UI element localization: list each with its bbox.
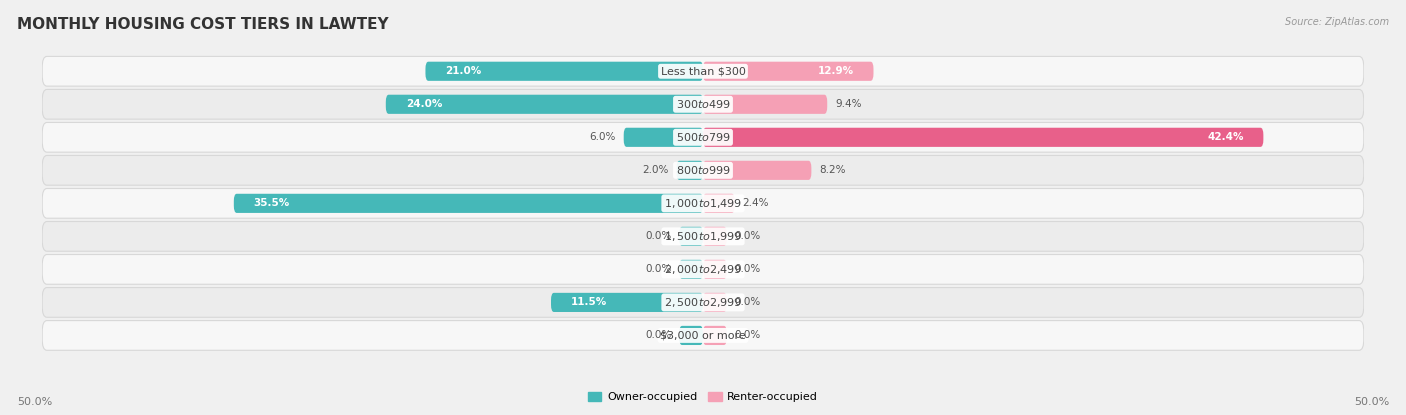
FancyBboxPatch shape — [703, 326, 727, 345]
Text: $500 to $799: $500 to $799 — [675, 131, 731, 143]
FancyBboxPatch shape — [679, 260, 703, 279]
Text: 24.0%: 24.0% — [405, 99, 441, 109]
Legend: Owner-occupied, Renter-occupied: Owner-occupied, Renter-occupied — [583, 387, 823, 407]
FancyBboxPatch shape — [679, 326, 703, 345]
FancyBboxPatch shape — [233, 194, 703, 213]
FancyBboxPatch shape — [42, 156, 1364, 185]
FancyBboxPatch shape — [676, 161, 703, 180]
Text: $1,500 to $1,999: $1,500 to $1,999 — [664, 230, 742, 243]
Text: 12.9%: 12.9% — [817, 66, 853, 76]
Text: $1,000 to $1,499: $1,000 to $1,499 — [664, 197, 742, 210]
Text: $800 to $999: $800 to $999 — [675, 164, 731, 176]
FancyBboxPatch shape — [703, 227, 727, 246]
FancyBboxPatch shape — [624, 128, 703, 147]
Text: 21.0%: 21.0% — [446, 66, 481, 76]
Text: 0.0%: 0.0% — [735, 232, 761, 242]
Text: 0.0%: 0.0% — [645, 330, 671, 340]
FancyBboxPatch shape — [42, 56, 1364, 86]
FancyBboxPatch shape — [703, 95, 827, 114]
Text: 2.0%: 2.0% — [643, 165, 669, 175]
FancyBboxPatch shape — [703, 293, 727, 312]
FancyBboxPatch shape — [703, 194, 735, 213]
Text: 8.2%: 8.2% — [820, 165, 846, 175]
Text: 0.0%: 0.0% — [735, 264, 761, 274]
Text: 6.0%: 6.0% — [589, 132, 616, 142]
Text: 35.5%: 35.5% — [253, 198, 290, 208]
Text: 11.5%: 11.5% — [571, 298, 607, 308]
FancyBboxPatch shape — [703, 128, 1264, 147]
FancyBboxPatch shape — [703, 62, 873, 81]
Text: 9.4%: 9.4% — [835, 99, 862, 109]
FancyBboxPatch shape — [42, 288, 1364, 317]
Text: 0.0%: 0.0% — [735, 298, 761, 308]
Text: $300 to $499: $300 to $499 — [675, 98, 731, 110]
Text: $2,000 to $2,499: $2,000 to $2,499 — [664, 263, 742, 276]
FancyBboxPatch shape — [426, 62, 703, 81]
Text: 0.0%: 0.0% — [735, 330, 761, 340]
Text: 50.0%: 50.0% — [1354, 397, 1389, 407]
FancyBboxPatch shape — [42, 222, 1364, 251]
FancyBboxPatch shape — [42, 89, 1364, 119]
Text: 2.4%: 2.4% — [742, 198, 769, 208]
Text: 50.0%: 50.0% — [17, 397, 52, 407]
Text: 0.0%: 0.0% — [645, 264, 671, 274]
FancyBboxPatch shape — [385, 95, 703, 114]
FancyBboxPatch shape — [703, 260, 727, 279]
FancyBboxPatch shape — [679, 227, 703, 246]
FancyBboxPatch shape — [42, 254, 1364, 284]
FancyBboxPatch shape — [42, 188, 1364, 218]
FancyBboxPatch shape — [551, 293, 703, 312]
FancyBboxPatch shape — [703, 161, 811, 180]
FancyBboxPatch shape — [42, 122, 1364, 152]
Text: MONTHLY HOUSING COST TIERS IN LAWTEY: MONTHLY HOUSING COST TIERS IN LAWTEY — [17, 17, 388, 32]
Text: $2,500 to $2,999: $2,500 to $2,999 — [664, 296, 742, 309]
Text: Less than $300: Less than $300 — [661, 66, 745, 76]
Text: 42.4%: 42.4% — [1206, 132, 1243, 142]
FancyBboxPatch shape — [42, 320, 1364, 350]
Text: $3,000 or more: $3,000 or more — [661, 330, 745, 340]
Text: 0.0%: 0.0% — [645, 232, 671, 242]
Text: Source: ZipAtlas.com: Source: ZipAtlas.com — [1285, 17, 1389, 27]
